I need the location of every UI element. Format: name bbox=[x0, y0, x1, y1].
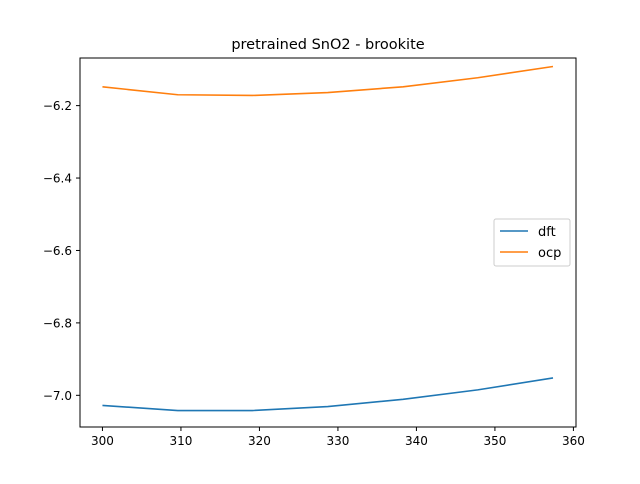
x-tick-label: 350 bbox=[483, 434, 506, 448]
x-tick-label: 310 bbox=[169, 434, 192, 448]
series-line-dft bbox=[102, 377, 554, 412]
y-tick-label: −6.2 bbox=[43, 99, 72, 113]
x-axis-ticks: 300 310 320 330 340 350 360 bbox=[91, 427, 585, 448]
x-tick-label: 320 bbox=[248, 434, 271, 448]
y-tick-label: −6.4 bbox=[43, 172, 72, 186]
chart-title: pretrained SnO2 - brookite bbox=[231, 37, 424, 53]
x-tick-label: 340 bbox=[405, 434, 428, 448]
series-line-ocp bbox=[102, 65, 554, 97]
x-tick-label: 330 bbox=[326, 434, 349, 448]
y-tick-label: −6.6 bbox=[43, 244, 72, 258]
legend: dft ocp bbox=[493, 218, 571, 267]
y-axis-ticks: −7.0 −6.8 −6.6 −6.4 −6.2 bbox=[43, 99, 80, 403]
plot-lines bbox=[102, 65, 554, 412]
legend-label-ocp: ocp bbox=[538, 246, 561, 261]
axes-frame bbox=[79, 57, 577, 428]
y-tick-label: −7.0 bbox=[43, 389, 72, 403]
legend-label-dft: dft bbox=[538, 225, 556, 240]
x-tick-label: 360 bbox=[562, 434, 585, 448]
y-tick-label: −6.8 bbox=[43, 316, 72, 330]
x-tick-label: 300 bbox=[91, 434, 114, 448]
